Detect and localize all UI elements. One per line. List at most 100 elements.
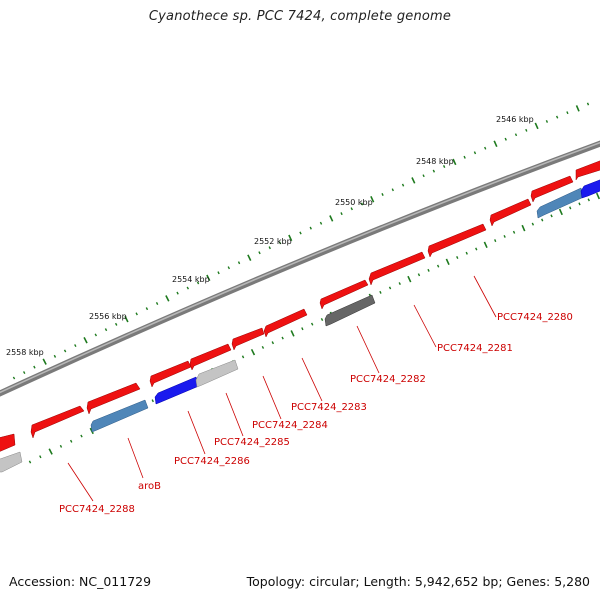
minor-tick bbox=[299, 231, 302, 235]
minor-tick bbox=[320, 317, 324, 322]
forward-gene[interactable] bbox=[231, 327, 265, 351]
minor-tick bbox=[541, 218, 544, 222]
minor-tick bbox=[484, 146, 487, 150]
map-title: Cyanothece sp. PCC 7424, complete genome bbox=[148, 9, 452, 24]
minor-tick bbox=[586, 102, 590, 106]
forward-gene[interactable] bbox=[427, 223, 487, 258]
forward-gene[interactable] bbox=[489, 198, 532, 227]
gene-label-leaders bbox=[67, 275, 497, 502]
minor-tick bbox=[53, 354, 57, 358]
gene-label-arob[interactable]: aroB bbox=[138, 481, 161, 492]
minor-tick bbox=[473, 151, 477, 155]
minor-tick bbox=[504, 137, 507, 141]
minor-tick bbox=[258, 251, 261, 255]
minor-tick bbox=[475, 247, 478, 251]
minor-tick bbox=[217, 271, 220, 275]
minor-tick bbox=[379, 290, 382, 294]
minor-tick bbox=[531, 222, 535, 226]
kbp-label-2556: 2556 kbp bbox=[89, 312, 127, 321]
minor-tick bbox=[427, 268, 430, 272]
minor-tick bbox=[309, 226, 312, 230]
major-tick bbox=[247, 254, 252, 261]
minor-tick bbox=[268, 246, 271, 250]
minor-tick bbox=[278, 241, 282, 245]
gene-label-pcc7424-2280[interactable]: PCC7424_2280 bbox=[497, 312, 573, 323]
reverse-gene[interactable] bbox=[580, 176, 600, 199]
reverse-gene[interactable] bbox=[154, 376, 200, 405]
minor-tick bbox=[463, 155, 466, 159]
minor-tick bbox=[104, 328, 108, 332]
forward-gene[interactable] bbox=[263, 308, 308, 338]
minor-tick bbox=[22, 371, 26, 375]
minor-tick bbox=[391, 188, 394, 192]
major-tick bbox=[445, 258, 450, 266]
kbp-label-2552: 2552 kbp bbox=[254, 237, 292, 246]
forward-gene[interactable] bbox=[86, 382, 141, 415]
gene-label-pcc7424-2286[interactable]: PCC7424_2286 bbox=[174, 456, 250, 467]
minor-tick bbox=[80, 434, 83, 438]
minor-tick bbox=[281, 336, 284, 340]
gene-label-pcc7424-2282[interactable]: PCC7424_2282 bbox=[350, 374, 426, 385]
minor-tick bbox=[494, 239, 497, 243]
minor-tick bbox=[94, 333, 98, 337]
forward-gene[interactable] bbox=[0, 433, 16, 454]
minor-tick bbox=[436, 264, 440, 268]
minor-tick bbox=[59, 444, 63, 448]
accession-text: Accession: NC_011729 bbox=[9, 574, 152, 589]
minor-tick bbox=[456, 256, 459, 259]
minor-tick bbox=[388, 286, 392, 290]
gene-label-pcc7424-2285[interactable]: PCC7424_2285 bbox=[214, 437, 290, 448]
minor-tick bbox=[310, 322, 314, 326]
major-tick bbox=[575, 105, 580, 112]
major-tick bbox=[42, 358, 47, 365]
minor-tick bbox=[417, 273, 421, 277]
minor-tick bbox=[186, 286, 190, 290]
reverse-gene[interactable] bbox=[90, 399, 149, 433]
gene-label-pcc7424-2284[interactable]: PCC7424_2284 bbox=[252, 420, 328, 431]
minor-tick bbox=[550, 214, 553, 218]
forward-gene[interactable] bbox=[575, 157, 600, 181]
minor-tick bbox=[566, 111, 569, 115]
minor-tick bbox=[39, 455, 42, 459]
major-tick bbox=[595, 192, 600, 200]
minor-tick bbox=[196, 281, 200, 285]
major-tick bbox=[206, 274, 211, 282]
forward-gene[interactable] bbox=[189, 343, 232, 371]
minor-tick bbox=[155, 301, 159, 306]
reverse-genes bbox=[0, 176, 600, 473]
minor-tick bbox=[587, 198, 590, 202]
major-tick bbox=[370, 195, 375, 203]
gene-label-pcc7424-2283[interactable]: PCC7424_2283 bbox=[291, 402, 367, 413]
kbp-label-2554: 2554 kbp bbox=[172, 275, 210, 284]
major-tick bbox=[329, 215, 334, 222]
gene-label-pcc7424-2288[interactable]: PCC7424_2288 bbox=[59, 504, 135, 515]
minor-tick bbox=[12, 376, 16, 380]
kbp-label-2546: 2546 kbp bbox=[496, 115, 534, 124]
minor-tick bbox=[422, 174, 425, 178]
major-tick bbox=[250, 348, 256, 356]
reverse-gene[interactable] bbox=[0, 451, 23, 473]
minor-tick bbox=[401, 183, 405, 187]
major-tick bbox=[407, 275, 412, 283]
forward-gene[interactable] bbox=[319, 279, 369, 310]
inner-tick-ring bbox=[28, 192, 600, 464]
minor-tick bbox=[465, 251, 468, 255]
minor-tick bbox=[555, 115, 559, 119]
reverse-gene[interactable] bbox=[195, 359, 239, 388]
forward-gene[interactable] bbox=[368, 251, 426, 286]
reverse-gene[interactable] bbox=[536, 187, 585, 219]
forward-genes bbox=[0, 157, 600, 454]
reverse-gene[interactable] bbox=[324, 294, 376, 327]
minor-tick bbox=[319, 221, 323, 225]
forward-gene[interactable] bbox=[149, 360, 192, 388]
minor-tick bbox=[512, 230, 516, 234]
outer-tick-ring bbox=[12, 102, 590, 380]
minor-tick bbox=[261, 345, 265, 349]
minor-tick bbox=[525, 128, 528, 132]
forward-gene[interactable] bbox=[530, 175, 574, 203]
major-tick bbox=[521, 224, 526, 232]
gene-label-pcc7424-2281[interactable]: PCC7424_2281 bbox=[437, 343, 513, 354]
major-tick bbox=[452, 158, 457, 166]
forward-gene[interactable] bbox=[30, 405, 85, 439]
